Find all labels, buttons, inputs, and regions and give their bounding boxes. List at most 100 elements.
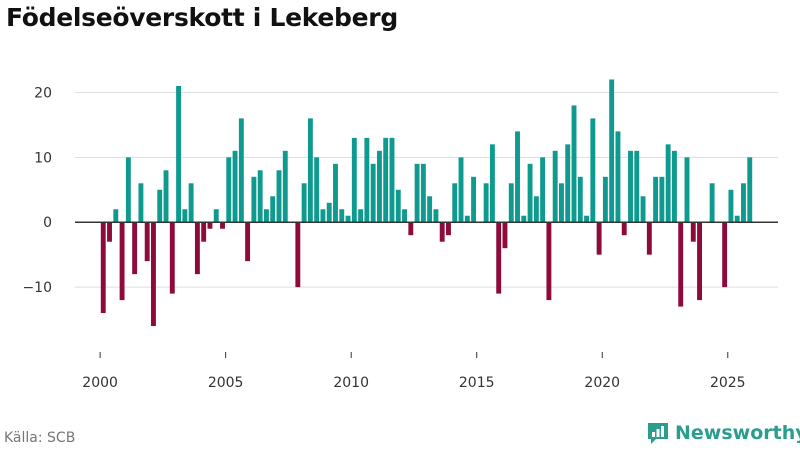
bar	[646, 222, 652, 255]
bar	[207, 222, 213, 229]
bar	[540, 157, 546, 223]
bar	[584, 215, 590, 223]
bar	[282, 150, 288, 223]
bar	[552, 150, 558, 223]
bar	[188, 183, 194, 223]
bar	[439, 222, 445, 242]
x-tick-label: 2025	[710, 375, 746, 391]
bar	[395, 189, 401, 223]
bar	[232, 150, 238, 223]
bar	[709, 183, 715, 223]
bar	[653, 176, 659, 223]
bar	[747, 157, 753, 223]
bar	[138, 183, 144, 223]
bar	[376, 150, 382, 223]
bar	[609, 79, 615, 223]
newsworthy-logo-icon	[648, 423, 668, 444]
bar	[245, 222, 251, 262]
y-tick-label: 0	[43, 215, 52, 231]
bar	[565, 144, 571, 223]
bar	[690, 222, 696, 242]
bar	[471, 176, 477, 223]
bar	[697, 222, 702, 301]
x-tick-label: 2000	[82, 375, 118, 391]
bar	[634, 150, 640, 223]
bar	[107, 222, 112, 242]
bar	[144, 222, 150, 262]
bar	[496, 222, 502, 294]
bar	[113, 209, 119, 223]
bar	[521, 215, 527, 223]
chart-title: Födelseöverskott i Lekeberg	[6, 3, 398, 32]
bar	[621, 222, 627, 236]
bar	[741, 183, 746, 223]
bar	[602, 176, 608, 223]
brand-logo: Newsworthy	[645, 420, 800, 446]
bar	[640, 196, 646, 223]
bar	[734, 215, 740, 223]
bar	[119, 222, 125, 301]
bar	[533, 196, 539, 223]
bar	[176, 85, 182, 223]
bar	[420, 163, 426, 223]
bar	[728, 189, 734, 223]
bar	[270, 196, 276, 223]
bar	[351, 137, 357, 223]
bar	[151, 222, 156, 327]
bar	[678, 222, 684, 307]
bar	[339, 209, 345, 223]
bar	[628, 150, 633, 223]
bar	[596, 222, 602, 255]
bar	[527, 163, 533, 223]
bar	[307, 118, 313, 223]
bar	[402, 209, 407, 223]
bar	[326, 202, 332, 223]
bar	[615, 131, 621, 223]
bar	[194, 222, 200, 275]
bar	[414, 163, 420, 223]
gridlines	[75, 91, 778, 288]
x-tick-label: 2010	[333, 375, 369, 391]
bar	[295, 222, 301, 288]
bar	[201, 222, 207, 242]
bar	[276, 170, 282, 223]
bar	[213, 209, 219, 223]
bar	[238, 118, 244, 223]
bar	[515, 131, 520, 223]
bar	[370, 163, 376, 223]
bar	[333, 163, 338, 223]
bar	[182, 209, 188, 223]
bar	[226, 157, 232, 223]
bar	[263, 209, 269, 223]
bar	[665, 144, 671, 223]
bar	[125, 157, 131, 223]
bar	[452, 183, 458, 223]
bar	[559, 183, 564, 223]
bar	[684, 157, 690, 223]
bar	[358, 209, 364, 223]
bar	[571, 105, 577, 223]
x-tick-label: 2005	[208, 375, 244, 391]
bar	[722, 222, 728, 288]
bar	[489, 144, 495, 223]
bar	[577, 176, 583, 223]
bar	[590, 118, 596, 223]
bar	[257, 170, 263, 223]
source-note: Källa: SCB	[4, 430, 76, 446]
y-tick-label: 20	[34, 85, 52, 101]
bar	[408, 222, 414, 236]
bar	[320, 209, 326, 223]
bars	[100, 79, 753, 327]
bar	[163, 170, 169, 223]
bar	[100, 222, 106, 314]
bar	[446, 222, 451, 236]
bar	[464, 215, 470, 223]
y-axis-ticks: −10 0 10 20	[22, 85, 52, 296]
bar	[301, 183, 307, 223]
bar	[502, 222, 508, 249]
bar	[483, 183, 489, 223]
bar	[345, 215, 351, 223]
bar	[671, 150, 677, 223]
bar	[427, 196, 433, 223]
